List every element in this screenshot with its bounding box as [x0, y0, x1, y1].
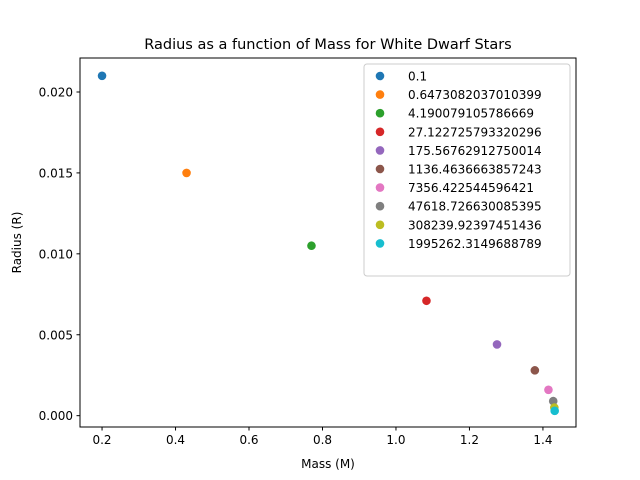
data-point — [530, 366, 540, 375]
legend-label: 308239.92397451436 — [408, 218, 542, 232]
x-tick-label: 0.6 — [239, 433, 258, 447]
legend-label: 1136.4636663857243 — [408, 163, 542, 177]
y-axis-label: Radius (R) — [10, 212, 24, 274]
legend-marker — [375, 239, 385, 248]
chart-title: Radius as a function of Mass for White D… — [144, 37, 512, 53]
data-point — [548, 396, 558, 406]
x-tick-label: 0.8 — [313, 433, 332, 447]
legend-marker — [375, 183, 385, 192]
data-point — [492, 340, 502, 349]
legend-label: 47618.726630085395 — [408, 200, 542, 214]
y-tick-label: 0.005 — [39, 328, 73, 342]
legend-marker — [375, 164, 385, 174]
x-tick-label: 1.0 — [386, 433, 405, 447]
legend-marker — [375, 201, 385, 211]
legend-marker — [375, 146, 385, 155]
data-point — [182, 168, 191, 178]
y-tick-label: 0.000 — [39, 409, 73, 423]
legend-label: 1995262.3149688789 — [408, 237, 542, 251]
data-point — [550, 406, 559, 416]
legend-label: 4.190079105786669 — [408, 107, 534, 121]
legend-label: 7356.422544596421 — [408, 181, 534, 195]
legend-label: 0.6473082037010399 — [408, 88, 542, 102]
y-axis: 0.000 0.005 0.010 0.015 0.020 — [39, 85, 80, 423]
x-tick-label: 0.2 — [92, 433, 111, 447]
x-axis-label: Mass (M) — [301, 457, 355, 471]
legend-marker — [375, 108, 385, 118]
legend-marker — [375, 71, 385, 81]
x-tick-label: 0.4 — [166, 433, 185, 447]
legend-marker — [375, 220, 385, 230]
data-point — [544, 385, 553, 395]
y-tick-label: 0.020 — [39, 85, 73, 99]
legend-marker — [375, 127, 385, 137]
legend: 0.1 0.6473082037010399 4.190079105786669 27… — [363, 63, 571, 277]
x-axis: 0.2 0.4 0.6 0.8 1.0 1.2 1.4 — [92, 427, 552, 447]
data-point — [307, 241, 316, 251]
x-tick-label: 1.4 — [533, 433, 552, 447]
axes-frame — [79, 57, 577, 428]
y-tick-label: 0.010 — [39, 247, 73, 261]
x-tick-label: 1.2 — [460, 433, 479, 447]
legend-box — [363, 63, 571, 277]
data-point — [422, 296, 431, 306]
legend-marker — [375, 90, 385, 99]
legend-label: 27.122725793320296 — [408, 125, 542, 139]
legend-label: 175.56762912750014 — [408, 144, 542, 158]
y-tick-label: 0.015 — [39, 166, 73, 180]
legend-label: 0.1 — [408, 70, 427, 84]
plot-area — [97, 71, 559, 416]
data-point — [97, 71, 107, 81]
